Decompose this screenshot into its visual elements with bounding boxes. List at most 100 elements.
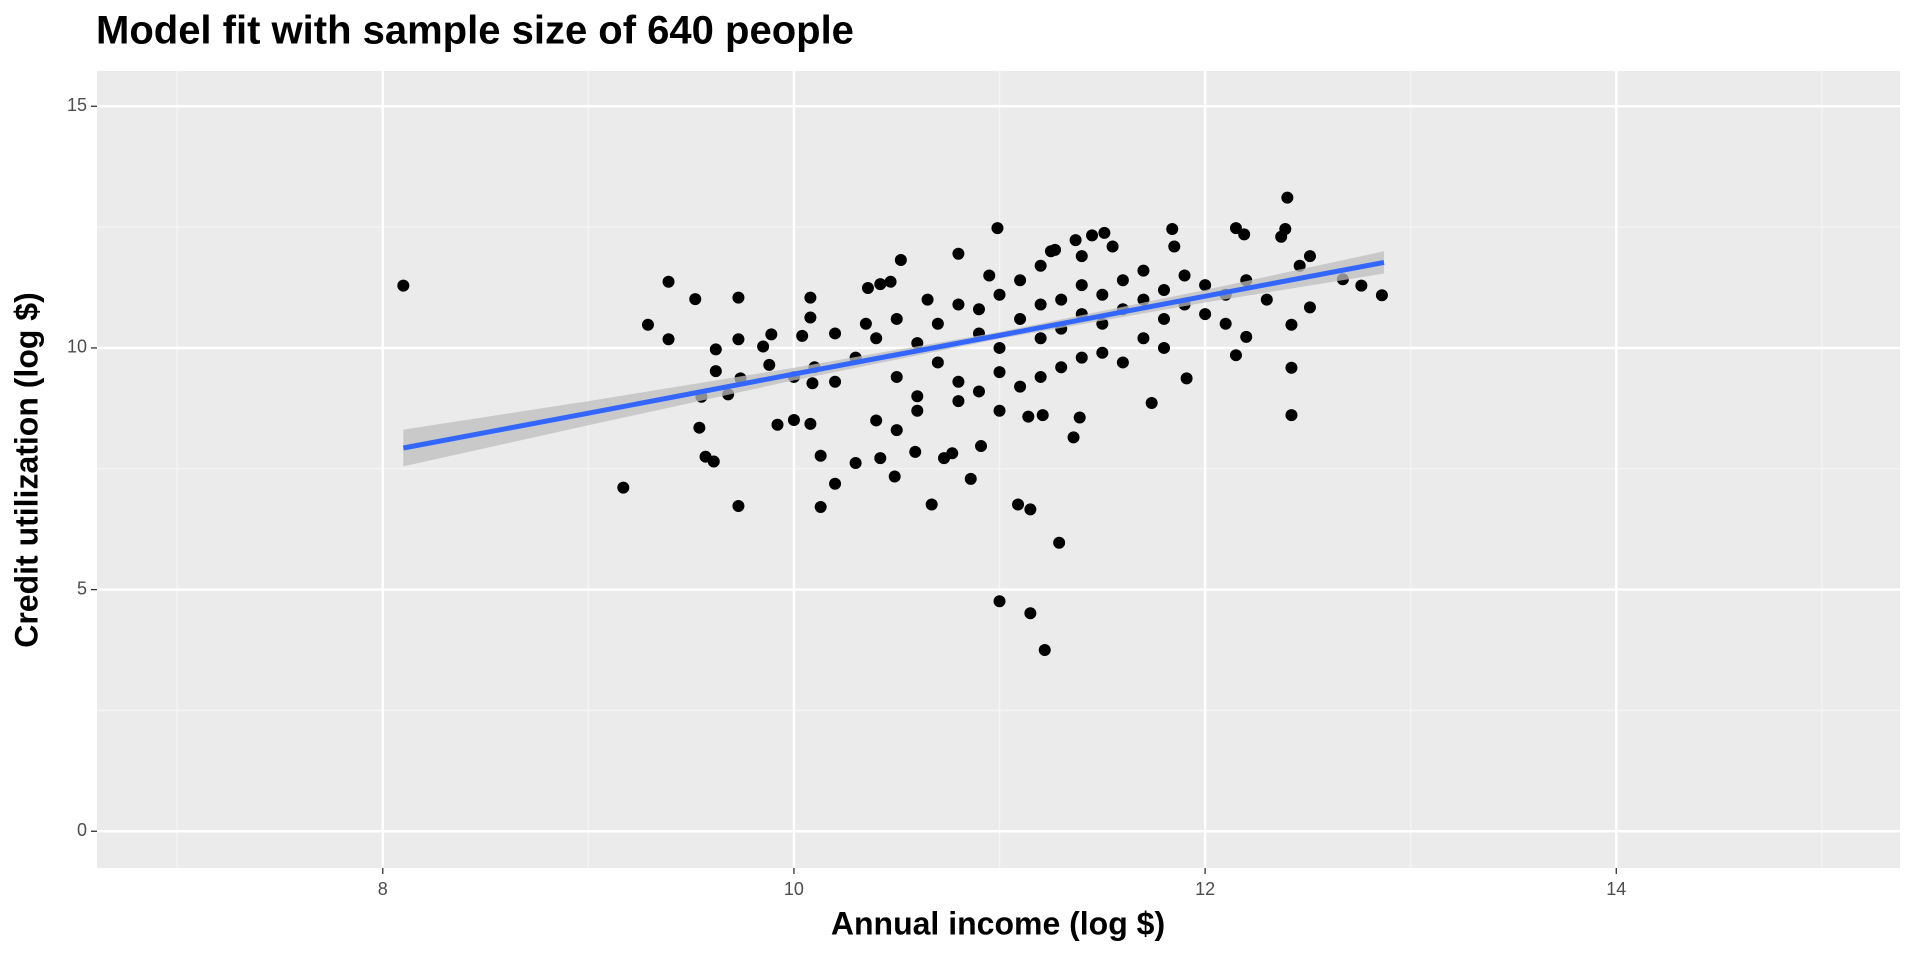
point — [1375, 289, 1388, 302]
point — [1199, 279, 1212, 292]
point — [1178, 269, 1191, 282]
point — [1285, 318, 1298, 331]
point — [874, 278, 887, 291]
point — [972, 385, 985, 398]
point — [1285, 409, 1298, 422]
point — [909, 445, 922, 458]
point — [925, 498, 938, 511]
point — [763, 358, 776, 371]
point — [814, 449, 827, 462]
point — [1137, 264, 1150, 277]
point — [829, 375, 842, 388]
point — [1096, 346, 1109, 359]
point — [787, 413, 800, 426]
point — [870, 332, 883, 345]
point — [1096, 288, 1109, 301]
point — [693, 421, 706, 434]
point — [1157, 312, 1170, 325]
point — [911, 390, 924, 403]
point — [641, 318, 654, 331]
point — [1012, 498, 1025, 511]
point — [993, 341, 1006, 354]
panel — [97, 71, 1900, 868]
point — [814, 500, 827, 513]
point — [993, 366, 1006, 379]
point — [1034, 259, 1047, 272]
point — [870, 414, 883, 427]
y-tick-label: 0 — [77, 820, 87, 840]
point — [1034, 332, 1047, 345]
point — [732, 333, 745, 346]
point — [1055, 293, 1068, 306]
point — [829, 327, 842, 340]
point — [1229, 222, 1242, 235]
point — [1166, 223, 1179, 236]
point — [890, 424, 903, 437]
point — [993, 595, 1006, 608]
x-tick-label: 14 — [1606, 879, 1626, 899]
point — [1038, 644, 1051, 657]
point — [771, 418, 784, 431]
point — [1281, 191, 1294, 204]
chart-title: Model fit with sample size of 640 people — [96, 9, 854, 53]
point — [931, 356, 944, 369]
point — [804, 291, 817, 304]
point — [1116, 356, 1129, 369]
y-tick-label: 5 — [77, 578, 87, 598]
point — [757, 340, 770, 353]
point — [1022, 410, 1035, 423]
point — [1075, 351, 1088, 364]
point — [1168, 240, 1181, 253]
point — [1145, 397, 1158, 410]
point — [1260, 293, 1273, 306]
point — [890, 370, 903, 383]
point — [952, 375, 965, 388]
point — [993, 288, 1006, 301]
point — [1116, 274, 1129, 287]
point — [397, 279, 410, 292]
point — [884, 275, 897, 288]
point — [732, 499, 745, 512]
point — [617, 481, 630, 494]
point — [1219, 317, 1232, 330]
point — [1229, 349, 1242, 362]
point — [1014, 312, 1027, 325]
point — [662, 275, 675, 288]
point — [1137, 332, 1150, 345]
point — [1053, 536, 1066, 549]
confidence-band — [403, 251, 1384, 467]
point — [1024, 607, 1037, 620]
point — [1285, 361, 1298, 374]
point — [1034, 370, 1047, 383]
point — [806, 377, 819, 390]
point — [662, 333, 675, 346]
point — [707, 455, 720, 468]
point — [804, 417, 817, 430]
y-tick-label: 15 — [67, 95, 87, 115]
point — [890, 312, 903, 325]
x-tick-label: 10 — [784, 879, 804, 899]
point — [921, 293, 934, 306]
point — [931, 317, 944, 330]
point — [861, 282, 874, 295]
point — [1055, 361, 1068, 374]
point — [964, 472, 977, 485]
point — [1014, 274, 1027, 287]
point — [1293, 259, 1306, 272]
point — [991, 222, 1004, 235]
point — [765, 328, 778, 341]
point — [1036, 409, 1049, 422]
point — [859, 317, 872, 330]
point — [1086, 229, 1099, 242]
point — [1034, 298, 1047, 311]
point — [911, 404, 924, 417]
point — [709, 365, 722, 378]
point — [1157, 341, 1170, 354]
point — [983, 269, 996, 282]
point — [1098, 226, 1111, 239]
y-axis-title: Credit utilization (log $) — [8, 292, 44, 648]
point — [946, 447, 959, 460]
point — [952, 395, 965, 408]
point — [1075, 250, 1088, 263]
